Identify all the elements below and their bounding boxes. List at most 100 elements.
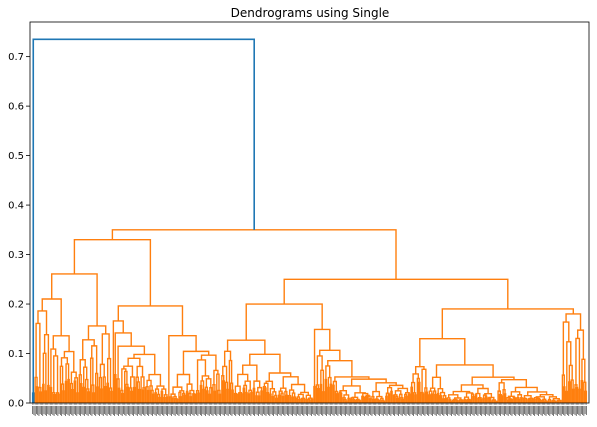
- dendrogram-link: [195, 389, 200, 403]
- dendrogram-link: [87, 391, 91, 403]
- leaf-label-mark: [34, 406, 36, 416]
- dendrogram-link: [229, 382, 234, 403]
- dendrogram-link: [463, 396, 470, 400]
- leaf-label-mark: [462, 406, 464, 416]
- leaf-label-mark: [223, 406, 225, 416]
- dendrogram-link: [231, 389, 234, 403]
- leaf-label-mark: [553, 406, 554, 416]
- leaf-label-mark: [203, 406, 205, 415]
- dendrogram-link: [290, 383, 306, 393]
- dendrogram-link: [189, 396, 193, 403]
- dendrogram-link: [516, 397, 520, 403]
- dendrogram-link: [124, 370, 128, 403]
- dendrogram-link: [173, 395, 177, 403]
- leaf-label-mark: [336, 406, 338, 415]
- dendrogram-link: [327, 359, 353, 377]
- leaf-label-mark: [558, 406, 560, 414]
- dendrogram-link: [368, 398, 372, 403]
- leaf-label-mark: [405, 406, 407, 416]
- leaf-label-mark: [565, 406, 567, 414]
- leaf-label-mark: [80, 406, 81, 416]
- dendrogram-link: [303, 398, 306, 403]
- dendrogram-link: [199, 384, 203, 403]
- dendrogram-link: [252, 387, 256, 403]
- dendrogram-link: [439, 395, 443, 403]
- dendrogram-link: [288, 389, 295, 396]
- dendrogram-link: [520, 397, 523, 403]
- dendrogram-link: [39, 391, 43, 403]
- leaf-label-mark: [274, 406, 276, 414]
- leaf-label-mark: [222, 406, 224, 415]
- leaf-label-mark: [266, 406, 268, 414]
- leaf-label-mark: [524, 406, 525, 414]
- leaf-label-mark: [365, 406, 367, 414]
- dendrogram-link: [427, 394, 431, 403]
- leaf-label-mark: [456, 406, 457, 414]
- leaf-label-mark: [318, 406, 320, 416]
- dendrogram-link: [477, 397, 480, 403]
- dendrogram-link: [59, 365, 64, 403]
- dendrogram-link: [435, 364, 494, 378]
- dendrogram-link: [163, 396, 166, 403]
- leaf-label-mark: [392, 406, 394, 415]
- dendrogram-link: [362, 396, 366, 403]
- dendrogram-link: [305, 394, 311, 403]
- dendrogram-link: [503, 393, 507, 403]
- dendrogram-link: [123, 365, 134, 377]
- leaf-label-mark: [33, 406, 35, 415]
- dendrogram-link: [183, 394, 186, 403]
- dendrogram-link: [358, 400, 362, 403]
- leaf-label-mark: [374, 406, 375, 415]
- leaf-label-mark: [554, 406, 556, 414]
- leaf-label-mark: [563, 406, 565, 415]
- leaf-label-mark: [529, 406, 531, 415]
- leaf-label-mark: [217, 406, 219, 414]
- leaf-label-mark: [237, 406, 239, 415]
- dendrogram-link: [108, 387, 113, 403]
- leaf-label-mark: [254, 406, 256, 416]
- leaf-label-mark: [515, 406, 517, 416]
- leaf-label-mark: [130, 406, 132, 414]
- leaf-label-mark: [225, 406, 227, 414]
- dendrogram-link: [285, 394, 289, 403]
- y-tick-label: 0.6: [8, 102, 24, 113]
- leaf-label-mark: [358, 406, 360, 415]
- leaf-label-mark: [199, 406, 201, 415]
- leaf-label-mark: [47, 406, 49, 414]
- dendrogram-link: [43, 333, 50, 386]
- dendrogram-link: [237, 373, 249, 387]
- leaf-label-mark: [140, 406, 142, 416]
- dendrogram-link: [96, 386, 99, 403]
- dendrogram-link: [248, 389, 253, 394]
- leaf-label-mark: [168, 406, 170, 414]
- dendrogram-link: [226, 388, 229, 403]
- dendrogram-link: [575, 337, 581, 390]
- leaf-label-mark: [584, 406, 586, 414]
- leaf-label-mark: [92, 406, 94, 414]
- dendrogram-link: [156, 393, 161, 403]
- chart-title: Dendrograms using Single: [231, 6, 390, 20]
- leaf-label-mark: [535, 406, 537, 414]
- leaf-label-mark: [236, 406, 238, 414]
- leaf-label-mark: [549, 406, 551, 416]
- leaf-label-mark: [371, 406, 373, 416]
- dendrogram-link: [82, 339, 95, 360]
- dendrogram-link: [347, 397, 350, 403]
- leaf-label-mark: [99, 406, 100, 416]
- leaf-label-mark: [428, 406, 430, 416]
- leaf-label-mark: [308, 406, 310, 414]
- leaf-label-mark: [78, 406, 80, 415]
- dendrogram-link: [300, 398, 304, 403]
- leaf-label-mark: [56, 406, 57, 415]
- dendrogram-link: [175, 399, 179, 403]
- dendrogram-link: [523, 395, 532, 399]
- leaf-label-mark: [319, 406, 321, 414]
- leaf-label-mark: [148, 406, 150, 416]
- dendrogram-link: [179, 396, 183, 403]
- dendrogram-link: [132, 386, 136, 403]
- leaf-label-mark: [564, 406, 566, 416]
- dendrogram-link: [404, 391, 410, 395]
- dendrogram-link: [82, 386, 86, 403]
- leaf-label-mark: [297, 406, 298, 414]
- dendrogram-link: [240, 393, 243, 403]
